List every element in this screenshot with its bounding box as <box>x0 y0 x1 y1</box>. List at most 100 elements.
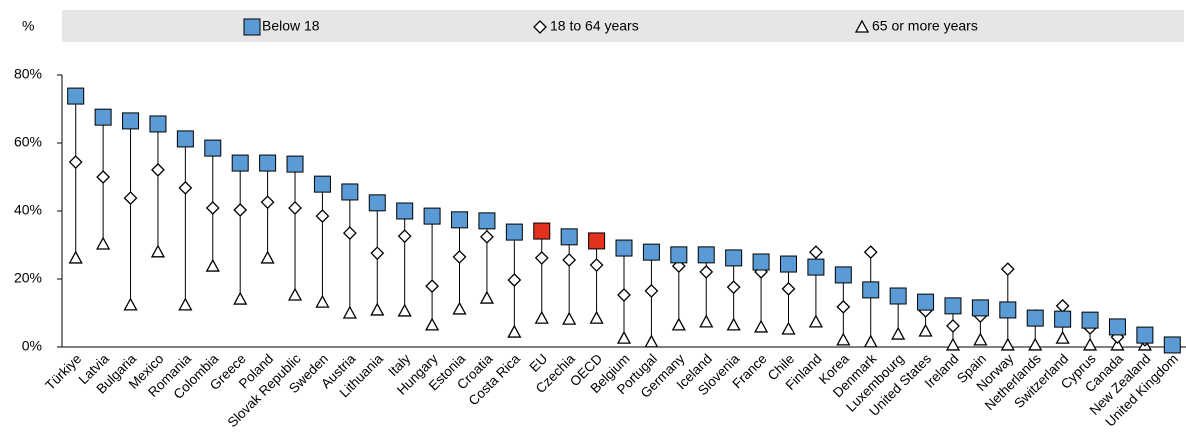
marker <box>589 310 604 324</box>
marker <box>205 258 220 272</box>
marker <box>918 323 933 337</box>
marker <box>1055 330 1070 344</box>
marker <box>396 202 414 220</box>
marker <box>891 326 906 340</box>
marker <box>725 249 743 267</box>
marker <box>287 287 303 301</box>
marker <box>562 311 577 325</box>
marker <box>863 334 878 348</box>
marker <box>397 229 412 244</box>
marker <box>150 244 166 258</box>
marker <box>231 154 249 172</box>
marker <box>781 321 796 335</box>
marker <box>615 239 633 257</box>
marker <box>697 246 715 264</box>
marker <box>68 250 83 264</box>
marker <box>779 255 797 273</box>
marker <box>699 264 714 279</box>
marker <box>642 243 660 261</box>
marker <box>425 317 440 331</box>
legend-label: 18 to 64 years <box>550 18 639 34</box>
marker <box>862 281 880 299</box>
marker <box>1163 336 1181 354</box>
marker <box>176 130 194 148</box>
marker <box>151 162 165 177</box>
marker <box>534 310 549 324</box>
marker <box>973 332 988 346</box>
marker <box>999 301 1017 319</box>
marker <box>617 288 631 302</box>
marker <box>370 246 385 261</box>
marker <box>507 273 522 287</box>
marker <box>836 332 851 346</box>
marker <box>562 253 577 267</box>
y-tick-label: 60% <box>14 134 42 150</box>
marker <box>368 194 386 212</box>
legend-marker <box>533 20 547 34</box>
legend-marker <box>854 19 870 33</box>
marker <box>451 211 469 229</box>
marker <box>807 258 825 276</box>
marker <box>480 229 494 244</box>
marker <box>834 266 852 284</box>
y-unit: % <box>22 18 34 34</box>
marker <box>808 245 823 260</box>
marker <box>233 291 248 305</box>
marker <box>452 249 467 264</box>
marker <box>1000 337 1015 351</box>
marker <box>313 175 331 193</box>
marker <box>315 294 330 308</box>
y-tick-label: 40% <box>14 202 42 218</box>
marker <box>397 303 412 317</box>
marker <box>233 203 248 217</box>
marker <box>946 319 960 333</box>
marker <box>123 297 138 311</box>
marker <box>945 337 961 351</box>
marker <box>507 324 522 338</box>
marker <box>644 334 659 348</box>
marker <box>94 108 112 126</box>
marker <box>1082 337 1098 351</box>
marker <box>670 246 688 264</box>
marker <box>533 222 551 240</box>
marker <box>726 317 741 331</box>
marker <box>370 302 385 316</box>
marker <box>315 209 330 224</box>
marker <box>808 314 823 328</box>
legend-label: Below 18 <box>262 18 320 34</box>
marker <box>341 183 359 201</box>
marker <box>1000 262 1015 277</box>
marker <box>342 226 357 241</box>
marker <box>560 228 578 246</box>
marker <box>423 207 441 225</box>
marker <box>123 191 138 205</box>
marker <box>753 319 769 333</box>
marker <box>944 297 962 315</box>
marker <box>589 258 604 272</box>
marker <box>616 330 632 344</box>
marker <box>149 115 167 133</box>
marker <box>425 279 440 294</box>
marker <box>178 180 193 195</box>
marker <box>889 287 907 305</box>
marker <box>1028 337 1043 351</box>
marker <box>781 281 796 296</box>
y-tick-label: 0% <box>22 338 42 354</box>
marker <box>671 317 686 331</box>
marker <box>479 290 495 304</box>
marker <box>917 293 935 311</box>
marker <box>534 251 549 265</box>
marker <box>260 195 275 210</box>
marker <box>478 212 496 230</box>
marker <box>752 253 770 271</box>
marker <box>726 280 741 295</box>
marker <box>178 297 193 311</box>
marker <box>1081 311 1099 329</box>
marker <box>259 154 277 172</box>
marker <box>1026 309 1044 327</box>
marker <box>260 250 275 264</box>
y-tick-label: 80% <box>14 66 42 82</box>
marker <box>342 305 357 319</box>
marker <box>286 155 304 173</box>
